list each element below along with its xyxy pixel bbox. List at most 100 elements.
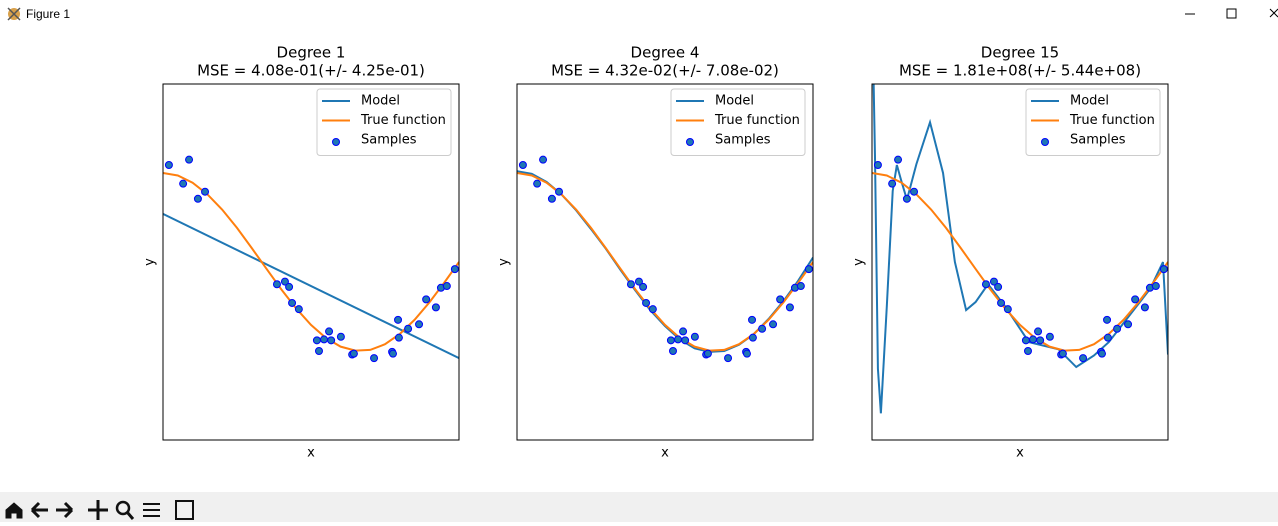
sample-point [690,332,699,341]
back-button[interactable] [30,501,48,519]
sample-point [1131,295,1140,304]
legend-box [670,88,806,156]
sample-point [285,282,294,291]
sample-point [1023,347,1032,355]
maximize-button[interactable] [1226,8,1237,19]
legend-label: Samples [1070,133,1126,148]
legend-box [316,88,452,156]
sample-point [442,282,451,291]
sample-point [1103,333,1112,342]
sample-point [336,332,345,341]
sample-point [185,155,194,164]
y-axis-label: y [852,258,867,266]
sample-point [325,327,334,336]
sample-point [634,277,643,286]
sample-point [314,347,323,355]
plot-area [163,155,459,363]
app-icon [7,7,21,21]
x-axis-label: x [307,446,315,461]
sample-point [679,327,688,336]
series-line [872,172,1168,352]
sample-point [769,320,778,329]
chart-title: Degree 1 [277,44,346,62]
sample-point [989,277,998,286]
x-axis-label: x [661,446,669,461]
sample-point [668,347,677,355]
sample-point [648,305,657,314]
chart-title: Degree 15 [981,44,1059,62]
sample-point [674,335,683,344]
sample-point [533,179,542,188]
axes-frame [871,83,1169,441]
sample-point [1159,265,1168,274]
sample-point [804,265,813,274]
toolbar-icons [5,500,194,520]
legend-marker [332,138,340,146]
legend-label: Model [715,94,754,109]
legend-label: Model [1070,94,1109,109]
sample-point [404,324,413,333]
sample-point [201,187,210,196]
sample-point [1058,349,1067,358]
legend-label: Samples [715,133,771,148]
sample-point [193,194,202,203]
sample-point [1021,336,1030,345]
window-title: Figure 1 [26,7,70,21]
chart-subtitle: MSE = 4.08e-01(+/- 4.25e-01) [197,62,425,80]
sample-point [422,295,431,304]
sample-point [724,354,733,363]
pan-button[interactable] [88,500,108,520]
home-button[interactable] [5,502,23,519]
sample-point [272,280,281,289]
legend-label: Model [361,94,400,109]
chart-title: Degree 4 [631,44,700,62]
toolbar [0,492,1278,522]
sample-point [1029,335,1038,344]
sample-point [288,298,297,307]
plot-area [517,155,813,363]
legend-label: Samples [361,133,417,148]
sample-point [666,336,675,345]
sample-point [431,303,440,312]
legend-label: True function [714,113,800,128]
sample-point [415,320,424,329]
sample-point [1113,324,1122,333]
sample-point [280,277,289,286]
sample-point [997,298,1006,307]
sample-point [681,336,690,345]
series-line [517,172,813,352]
sample-point [349,349,358,358]
sample-point [748,315,757,324]
sample-point [894,155,903,164]
zoom-button[interactable] [115,500,135,520]
sample-point [873,160,882,169]
sample-point [539,155,548,164]
axes-frame [516,83,814,441]
sample-point [164,160,173,169]
sample-point [294,305,303,314]
sample-point [758,324,767,333]
sample-point [910,187,919,196]
sample-point [312,336,321,345]
save-button[interactable] [175,500,194,520]
sample-point [703,349,712,358]
sample-point [796,282,805,291]
legend-label: True function [1069,113,1155,128]
sample-point [1124,320,1133,329]
configure-button[interactable] [143,503,160,517]
series-line [872,84,1168,414]
sample-point [742,349,751,358]
sample-point [981,280,990,289]
y-axis-label: y [497,258,512,266]
title-bar [0,0,1278,28]
sample-point [1140,303,1149,312]
plot-area [872,84,1168,414]
sample-point [327,336,336,345]
close-button[interactable] [1269,8,1278,18]
legend-label: True function [360,113,446,128]
chart-subtitle: MSE = 1.81e+08(+/- 5.44e+08) [899,62,1141,80]
sample-point [555,187,564,196]
forward-button[interactable] [56,501,74,519]
sample-point [1003,305,1012,314]
